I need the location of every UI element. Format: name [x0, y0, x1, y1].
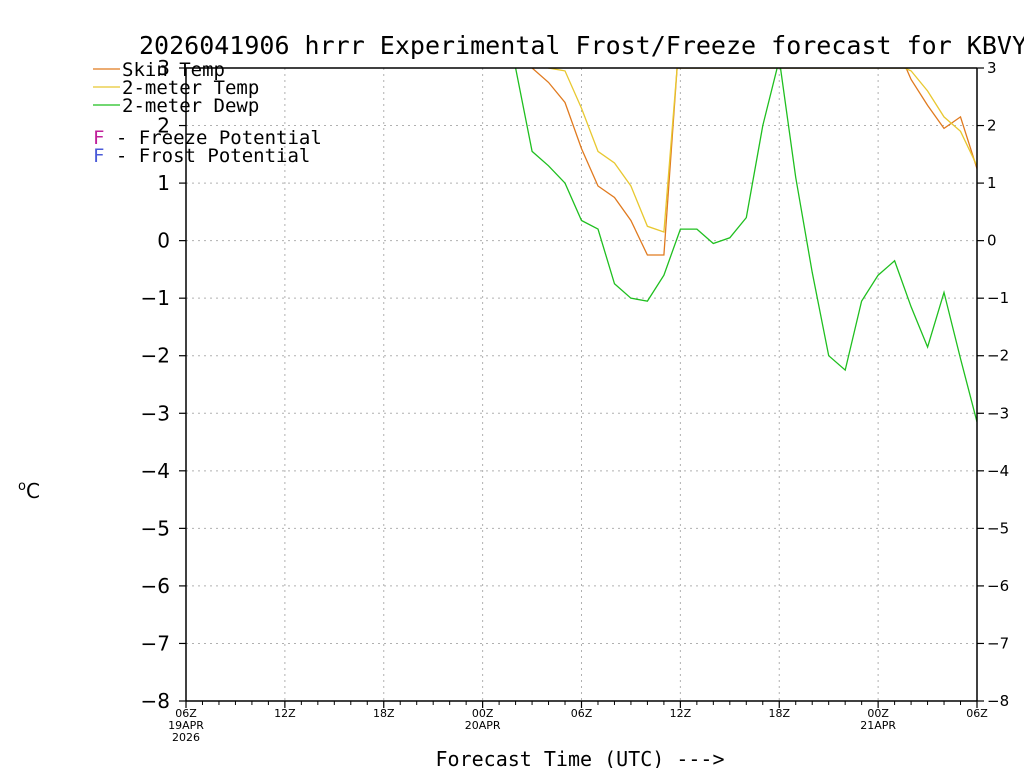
y-tick-label-right: −7: [987, 634, 1009, 652]
y-tick-label-left: −1: [141, 286, 170, 310]
y-tick-label-left: −8: [141, 689, 170, 713]
x-tick-label: 00Z: [472, 707, 494, 720]
x-axis-label: Forecast Time (UTC) --->: [436, 747, 725, 768]
y-tick-label-right: 2: [987, 117, 997, 135]
x-tick-label: 06Z: [175, 707, 197, 720]
series-group: [514, 68, 977, 423]
legend-label-skin-temp: Skin Temp: [122, 59, 225, 81]
y-tick-label-left: −7: [141, 631, 170, 655]
legend-label-2m-dewp: 2-meter Dewp: [122, 95, 259, 117]
x-tick-label: 20APR: [465, 719, 501, 732]
y-tick-label-right: 0: [987, 232, 997, 250]
y-tick-label-left: −3: [141, 401, 170, 425]
x-tick-label: 21APR: [860, 719, 896, 732]
legend-label-2m-temp: 2-meter Temp: [122, 77, 259, 99]
x-tick-label: 19APR: [168, 719, 204, 732]
y-tick-label-left: −2: [141, 344, 170, 368]
annotation-freeze-text: - Freeze Potential: [104, 127, 321, 149]
annotation-frost-letter: F: [93, 145, 104, 167]
series-line-2-meter-dewp: [514, 68, 977, 423]
y-tick-label-left: −6: [141, 574, 170, 598]
y-axis-unit-letter: C: [26, 479, 40, 503]
y-axis-unit-degree: o: [18, 479, 26, 494]
series-line-skin-temp: [531, 68, 977, 256]
y-tick-label-right: −6: [987, 577, 1009, 595]
y-tick-label-right: −1: [987, 289, 1009, 307]
y-ticks: 3 3 2 2 1 1 0 0 −1 −1 −2 −2 −3 −3 −4 −4 −5 −5 −6 −6 −7 −7 −8 −8: [141, 56, 1010, 713]
y-tick-label-right: −5: [987, 519, 1009, 537]
y-tick-label-left: −5: [141, 516, 170, 540]
x-tick-label: 12Z: [670, 707, 692, 720]
x-tick-label: 12Z: [274, 707, 296, 720]
series-line-2-meter-temp: [547, 68, 977, 233]
y-tick-label-left: 2: [157, 114, 170, 138]
x-tick-label: 18Z: [768, 707, 790, 720]
y-tick-label-right: 3: [987, 59, 997, 77]
x-tick-label: 18Z: [373, 707, 395, 720]
y-tick-label-left: 1: [157, 171, 170, 195]
y-tick-label-left: −4: [141, 459, 170, 483]
x-tick-label: 2026: [172, 731, 200, 744]
x-tick-label: 06Z: [571, 707, 593, 720]
y-tick-label-right: −2: [987, 347, 1009, 365]
annotation-freeze-letter: F: [93, 127, 104, 149]
annotation-freeze: F - Freeze Potential: [93, 127, 322, 149]
y-tick-label-left: 3: [157, 56, 170, 80]
y-tick-label-right: 1: [987, 174, 997, 192]
legend: Skin Temp 2-meter Temp 2-meter Dewp F - …: [93, 59, 322, 167]
chart-title: 2026041906 hrrr Experimental Frost/Freez…: [139, 31, 1024, 60]
annotation-frost: F - Frost Potential: [93, 145, 310, 167]
y-tick-label-left: 0: [157, 229, 170, 253]
y-tick-label-right: −4: [987, 462, 1009, 480]
y-tick-label-right: −3: [987, 404, 1009, 422]
x-tick-label: 00Z: [867, 707, 889, 720]
annotation-frost-text: - Frost Potential: [104, 145, 310, 167]
y-tick-label-right: −8: [987, 692, 1009, 710]
x-tick-label: 06Z: [966, 707, 988, 720]
y-axis-unit-label: oC: [18, 479, 40, 503]
